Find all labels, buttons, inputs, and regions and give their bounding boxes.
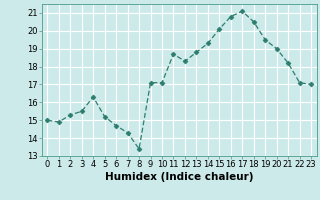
X-axis label: Humidex (Indice chaleur): Humidex (Indice chaleur) [105, 172, 253, 182]
